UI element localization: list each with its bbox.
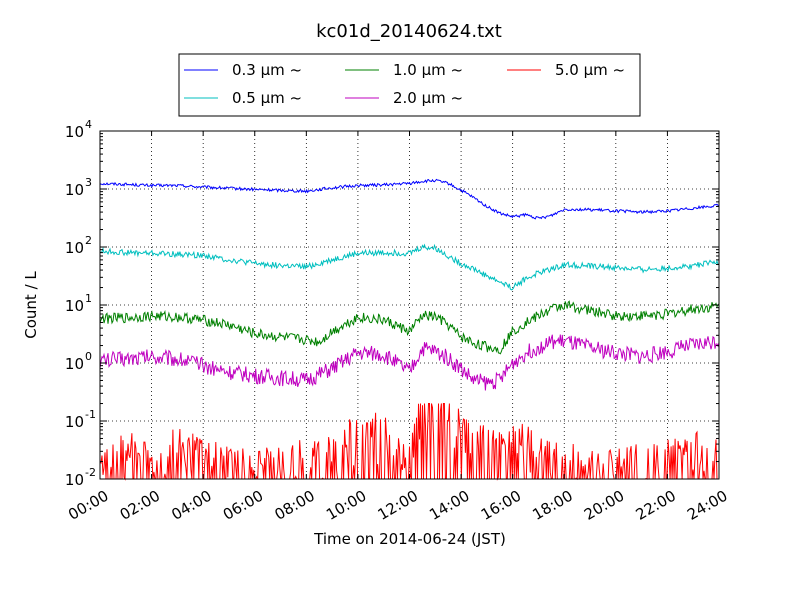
x-tick-label: 06:00 [220, 487, 266, 524]
x-tick-label: 02:00 [117, 487, 163, 524]
y-tick-exponent: 2 [85, 234, 92, 247]
x-tick-label: 10:00 [323, 487, 369, 524]
y-tick-label: 10 [65, 181, 84, 199]
y-tick-label: 10 [65, 239, 84, 257]
y-tick-exponent: 0 [85, 350, 92, 363]
x-tick-label: 04:00 [168, 487, 214, 524]
legend-label: 2.0 μm ~ [393, 89, 463, 107]
y-tick-exponent: 3 [85, 176, 92, 189]
series-line [99, 178, 720, 220]
y-tick-label: 10 [65, 413, 84, 431]
x-tick-labels: 00:00 02:00 04:00 06:00 08:00 10:00 12:00 14:00… [65, 487, 730, 524]
x-tick-label: 20:00 [581, 487, 627, 524]
y-tick-label: 10 [65, 123, 84, 141]
legend-box [178, 53, 641, 117]
x-tick-label: 22:00 [633, 487, 679, 524]
x-tick-label: 00:00 [65, 487, 111, 524]
series-line [99, 334, 720, 391]
ticks [99, 130, 720, 480]
x-tick-label: 16:00 [478, 487, 524, 524]
series-line [99, 243, 720, 291]
y-tick-exponent: -1 [85, 408, 96, 421]
legend-label: 1.0 μm ~ [393, 61, 463, 79]
y-tick-exponent: -2 [85, 466, 96, 479]
chart-title: kc01d_20140624.txt [316, 21, 502, 42]
legend: 0.3 μm ~ 0.5 μm ~ 1.0 μm ~ 2.0 μm ~ 5.0 μm ~ [178, 53, 641, 117]
y-tick-exponent: 4 [85, 118, 92, 131]
x-tick-label: 14:00 [426, 487, 472, 524]
y-axis-label: Count / L [22, 271, 40, 339]
series-line [99, 300, 720, 355]
x-tick-label: 12:00 [375, 487, 421, 524]
y-tick-label: 10 [65, 297, 84, 315]
y-tick-label: 10 [65, 471, 84, 489]
legend-label: 0.3 μm ~ [232, 61, 302, 79]
y-tick-exponent: 1 [85, 292, 92, 305]
x-tick-label: 24:00 [684, 487, 730, 524]
y-tick-label: 10 [65, 355, 84, 373]
x-tick-label: 18:00 [529, 487, 575, 524]
legend-label: 5.0 μm ~ [555, 61, 625, 79]
x-axis-label: Time on 2014-06-24 (JST) [313, 530, 506, 548]
plot-area [100, 131, 719, 479]
x-tick-label: 08:00 [271, 487, 317, 524]
legend-label: 0.5 μm ~ [232, 89, 302, 107]
